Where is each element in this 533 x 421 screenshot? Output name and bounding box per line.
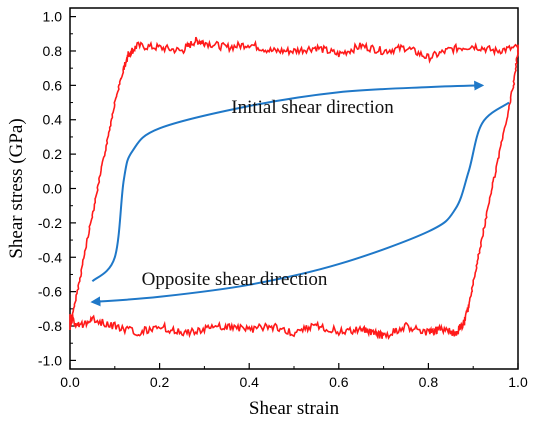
x-tick-label: 0.0	[60, 374, 80, 390]
annotations: Initial shear direction Opposite shear di…	[142, 97, 395, 290]
x-tick-label: 1.0	[508, 374, 528, 390]
y-tick-label: -0.6	[38, 284, 62, 300]
y-tick-label: 0.4	[43, 112, 63, 128]
x-tick-label: 0.2	[150, 374, 170, 390]
initial-direction-arrow	[91, 80, 485, 283]
y-tick-label: 0.2	[43, 146, 63, 162]
y-tick-label: -0.8	[38, 318, 62, 334]
y-tick-label: 0.8	[43, 43, 63, 59]
y-tick-label: 1.0	[43, 9, 63, 25]
y-tick-label: -0.2	[38, 215, 62, 231]
opposite-direction-arrow	[90, 101, 510, 307]
x-axis-ticks: 0.0 0.2 0.4 0.6 0.8 1.0	[60, 363, 528, 390]
direction-arrows	[90, 80, 510, 307]
initial-direction-label: Initial shear direction	[231, 97, 394, 118]
x-tick-label: 0.8	[419, 374, 439, 390]
y-tick-label: 0.0	[43, 181, 63, 197]
x-tick-label: 0.6	[329, 374, 349, 390]
x-tick-label: 0.4	[239, 374, 259, 390]
y-tick-label: 0.6	[43, 77, 63, 93]
y-tick-label: -1.0	[38, 352, 62, 368]
hysteresis-series-line	[69, 36, 520, 340]
plot-frame	[69, 7, 519, 370]
opposite-direction-label: Opposite shear direction	[142, 269, 328, 290]
y-axis-title: Shear stress (GPa)	[6, 118, 27, 258]
y-axis-ticks: 1.0 0.8 0.6 0.4 0.2 0.0 -0.2 -0.4 -0.6 -0.8 -1.0	[38, 9, 76, 368]
x-axis-title: Shear strain	[249, 398, 340, 419]
y-tick-label: -0.4	[38, 249, 62, 265]
